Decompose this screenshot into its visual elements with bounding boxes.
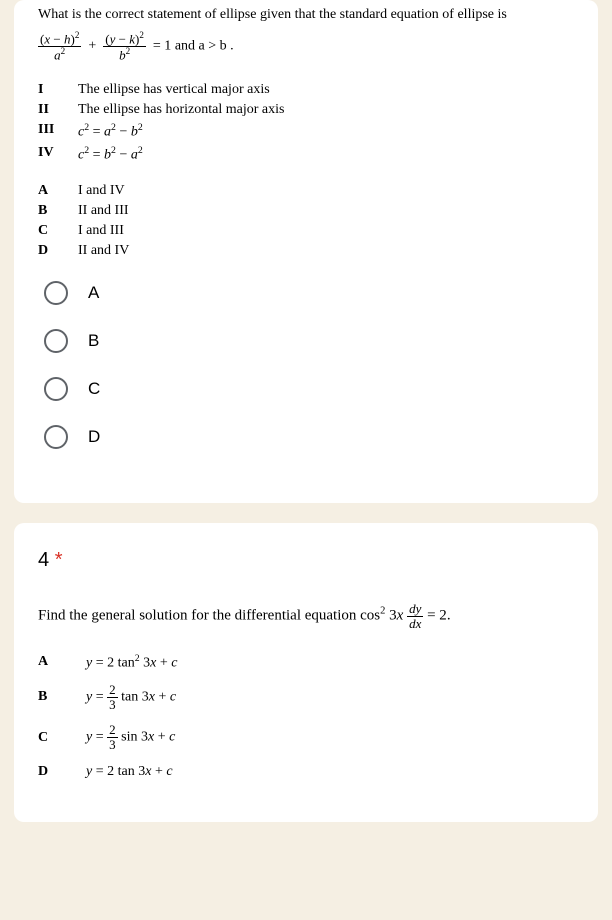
q4-stem: Find the general solution for the differ… <box>38 602 574 630</box>
option-label: C <box>88 379 100 399</box>
statement-text: c2 = a2 − b2 <box>78 122 574 141</box>
q3-stem: What is the correct statement of ellipse… <box>38 4 574 25</box>
choice-text: y = 23 tan 3x + c <box>86 683 574 711</box>
combo-label: B <box>38 203 78 219</box>
choice-row: C y = 23 sin 3x + c <box>38 723 574 751</box>
radio-icon <box>44 377 68 401</box>
q4-number: 4 <box>38 549 49 571</box>
choice-row: D y = 2 tan 3x + c <box>38 764 574 780</box>
choice-label: D <box>38 764 86 780</box>
option-a[interactable]: A <box>44 281 574 305</box>
combo-row: C I and III <box>38 223 574 239</box>
q4-stem-prefix: Find the general solution for the differ… <box>38 608 360 624</box>
choice-text: y = 2 tan2 3x + c <box>86 653 574 672</box>
combo-row: B II and III <box>38 203 574 219</box>
q4-body: Find the general solution for the differ… <box>38 602 574 780</box>
combo-label: A <box>38 183 78 199</box>
radio-icon <box>44 329 68 353</box>
required-asterisk: * <box>55 549 63 571</box>
question-card-3: What is the correct statement of ellipse… <box>14 0 598 503</box>
q4-choices: A y = 2 tan2 3x + c B y = 23 tan 3x + c … <box>38 653 574 780</box>
combo-text: I and III <box>78 223 574 239</box>
question-3-body: What is the correct statement of ellipse… <box>38 0 574 259</box>
statement-text: The ellipse has vertical major axis <box>78 82 574 98</box>
combo-row: A I and IV <box>38 183 574 199</box>
q3-statements: I The ellipse has vertical major axis II… <box>38 82 574 163</box>
q4-stem-suffix: . <box>447 608 451 624</box>
combo-row: D II and IV <box>38 243 574 259</box>
option-d[interactable]: D <box>44 425 574 449</box>
option-c[interactable]: C <box>44 377 574 401</box>
combo-text: II and III <box>78 203 574 219</box>
statement-text: The ellipse has horizontal major axis <box>78 102 574 118</box>
q4-title: 4 * <box>38 523 574 602</box>
option-label: B <box>88 331 99 351</box>
page-background: What is the correct statement of ellipse… <box>0 0 612 920</box>
choice-label: A <box>38 654 86 670</box>
option-label: D <box>88 427 100 447</box>
statement-row: I The ellipse has vertical major axis <box>38 82 574 98</box>
radio-icon <box>44 425 68 449</box>
q3-equation: (x − h)2a2 + (y − k)2b2 = 1 and a > b . <box>38 31 574 62</box>
statement-row: II The ellipse has horizontal major axis <box>38 102 574 118</box>
radio-icon <box>44 281 68 305</box>
statement-row: III c2 = a2 − b2 <box>38 122 574 141</box>
choice-label: B <box>38 689 86 705</box>
statement-label: II <box>38 102 78 118</box>
statement-row: IV c2 = b2 − a2 <box>38 145 574 164</box>
choice-label: C <box>38 730 86 746</box>
question-card-4: 4 * Find the general solution for the di… <box>14 523 598 822</box>
statement-label: I <box>38 82 78 98</box>
option-b[interactable]: B <box>44 329 574 353</box>
q3-eq-tail: and a > b . <box>171 39 233 54</box>
choice-text: y = 23 sin 3x + c <box>86 723 574 751</box>
combo-label: C <box>38 223 78 239</box>
combo-label: D <box>38 243 78 259</box>
choice-row: B y = 23 tan 3x + c <box>38 683 574 711</box>
q3-combos: A I and IV B II and III C I and III D II… <box>38 183 574 259</box>
q3-options: A B C D <box>38 281 574 449</box>
statement-label: III <box>38 122 78 141</box>
choice-text: y = 2 tan 3x + c <box>86 764 574 780</box>
statement-label: IV <box>38 145 78 164</box>
combo-text: II and IV <box>78 243 574 259</box>
option-label: A <box>88 283 99 303</box>
combo-text: I and IV <box>78 183 574 199</box>
choice-row: A y = 2 tan2 3x + c <box>38 653 574 672</box>
statement-text: c2 = b2 − a2 <box>78 145 574 164</box>
